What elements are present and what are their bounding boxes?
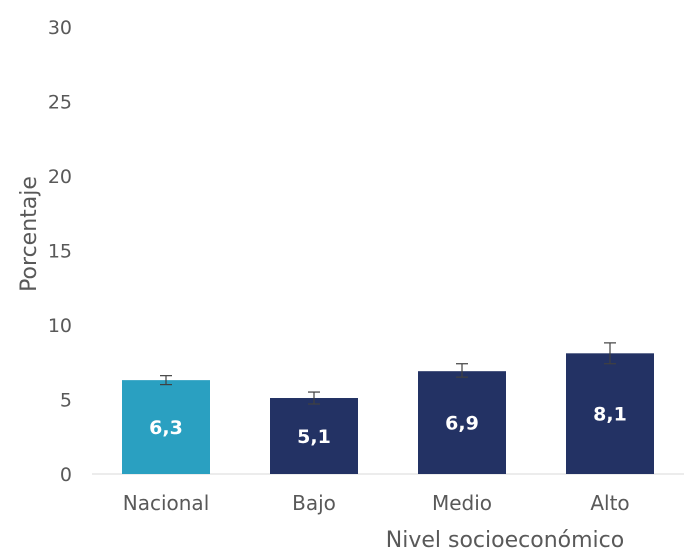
error-bar xyxy=(456,363,468,378)
y-tick-label: 15 xyxy=(48,241,72,263)
data-label: 6,9 xyxy=(445,413,479,435)
y-tick-label: 25 xyxy=(48,92,72,114)
x-category-label: Bajo xyxy=(292,491,336,515)
y-tick-label: 5 xyxy=(60,390,72,412)
error-bar xyxy=(160,375,172,386)
x-axis-title: Nivel socioeconómico xyxy=(386,528,624,553)
bar xyxy=(566,353,654,474)
error-bar xyxy=(604,342,616,365)
y-tick-label: 20 xyxy=(48,166,72,188)
x-axis-categories: Nacional Bajo Medio Alto xyxy=(123,491,630,515)
y-axis-title: Porcentaje xyxy=(17,176,42,292)
bars-group: 6,3 5,1 6,9 8,1 xyxy=(122,342,654,474)
y-tick-label: 30 xyxy=(48,17,72,39)
data-label: 8,1 xyxy=(593,404,627,426)
x-category-label: Nacional xyxy=(123,491,210,515)
y-tick-label: 10 xyxy=(48,315,72,337)
bar xyxy=(122,380,210,474)
data-label: 5,1 xyxy=(297,426,331,448)
x-category-label: Alto xyxy=(590,491,629,515)
error-bar xyxy=(308,391,320,405)
bar xyxy=(270,398,358,474)
bar xyxy=(418,371,506,474)
x-category-label: Medio xyxy=(432,491,492,515)
y-tick-label: 0 xyxy=(60,464,72,486)
data-label: 6,3 xyxy=(149,417,183,439)
y-axis-ticks: 0 5 10 15 20 25 30 xyxy=(48,17,72,486)
